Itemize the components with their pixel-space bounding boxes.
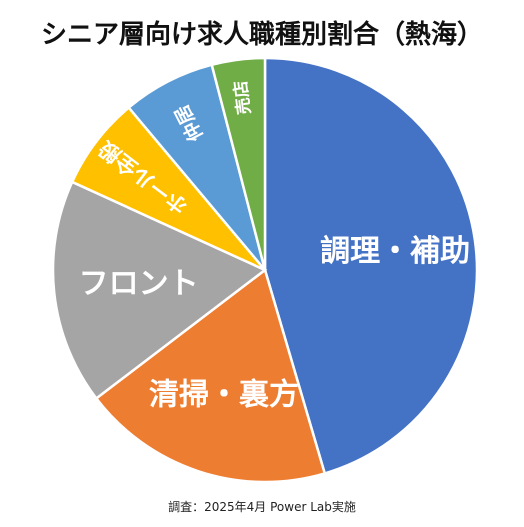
pie-slice-6 <box>210 56 267 271</box>
pie-label-1: 調理・補助 <box>320 234 470 269</box>
source-note: 調査：2025年4月 Power Lab実施 <box>168 500 356 514</box>
pie-slice-2 <box>94 267 327 484</box>
chart-title: シニア層向け求人職種別割合（熱海） <box>40 20 483 50</box>
pie-label-3: フロント <box>79 267 199 302</box>
pie-slice-1 <box>263 56 479 475</box>
pie-label-6: 売店 <box>230 79 255 115</box>
pie-label-2: 清掃・裏方 <box>149 377 299 412</box>
pie-slice-3 <box>51 180 268 401</box>
